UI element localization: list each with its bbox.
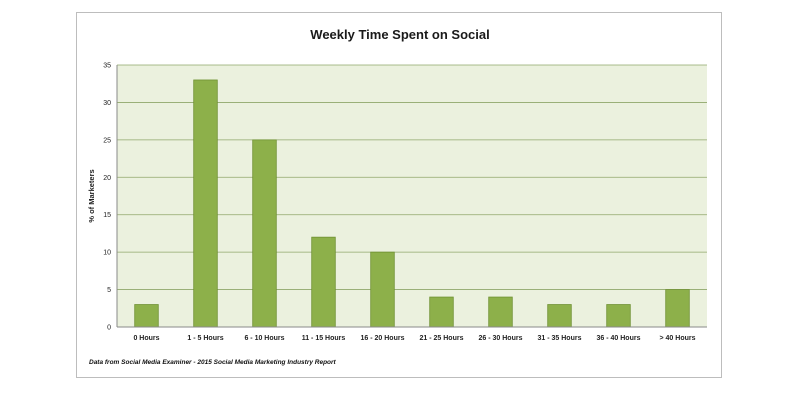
y-tick-label: 30: [103, 100, 111, 107]
bar: [488, 296, 513, 328]
bar: [665, 289, 690, 328]
bars: [134, 79, 690, 328]
chart-title: Weekly Time Spent on Social: [310, 27, 489, 42]
x-category-label: 26 - 30 Hours: [479, 335, 523, 342]
x-category-label: 36 - 40 Hours: [597, 335, 641, 342]
x-category-label: 16 - 20 Hours: [361, 335, 405, 342]
bar: [252, 139, 277, 328]
y-tick-label: 15: [103, 212, 111, 219]
bar: [311, 236, 336, 328]
y-tick-label: 5: [107, 287, 111, 294]
x-category-label: 31 - 35 Hours: [538, 335, 582, 342]
x-axis-categories: 0 Hours 1 - 5 Hours 6 - 10 Hours 11 - 15 Ho…: [133, 335, 695, 342]
bar: [134, 304, 159, 328]
bar: [606, 304, 631, 328]
bar-chart: Weekly Time Spent on Social 0 5 10 15 20 25 30…: [87, 27, 707, 366]
chart-frame: Weekly Time Spent on Social 0 5 10 15 20 25 30…: [76, 12, 722, 378]
y-axis-label: % of Marketers: [87, 169, 96, 222]
y-tick-label: 35: [103, 63, 111, 70]
y-tick-label: 20: [103, 175, 111, 182]
x-category-label: > 40 Hours: [660, 335, 696, 342]
y-axis-ticks: 0 5 10 15 20 25 30 35: [103, 63, 111, 332]
y-tick-label: 10: [103, 250, 111, 257]
source-note: Data from Social Media Examiner - 2015 S…: [89, 359, 337, 366]
x-category-label: 21 - 25 Hours: [420, 335, 464, 342]
y-tick-label: 25: [103, 137, 111, 144]
y-tick-label: 0: [107, 325, 111, 332]
bar: [193, 79, 218, 328]
bar: [370, 251, 395, 328]
x-category-label: 0 Hours: [133, 335, 159, 342]
x-category-label: 1 - 5 Hours: [187, 335, 223, 342]
x-category-label: 11 - 15 Hours: [302, 335, 346, 342]
bar: [429, 296, 454, 328]
x-category-label: 6 - 10 Hours: [244, 335, 284, 342]
bar: [547, 304, 572, 328]
